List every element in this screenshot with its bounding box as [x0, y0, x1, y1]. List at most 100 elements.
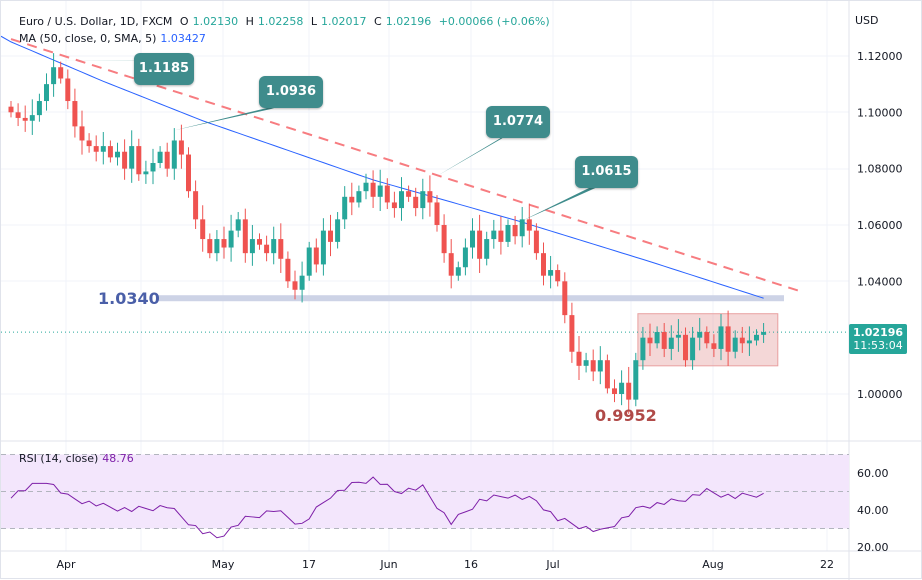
- candle-body: [718, 326, 724, 349]
- callout-high-2: 1.0936: [259, 76, 323, 108]
- candle-body: [448, 253, 454, 276]
- candle-body: [668, 337, 674, 349]
- callout-pointer: [174, 101, 296, 131]
- ma-legend[interactable]: MA (50, close, 0, SMA, 5) 1.03427: [19, 32, 206, 45]
- candle: [178, 124, 184, 169]
- candle-body: [335, 219, 341, 242]
- candle-body: [171, 140, 177, 169]
- candle-body: [8, 106, 14, 113]
- candle-body: [505, 224, 511, 242]
- time-tick: Apr: [56, 558, 76, 571]
- candle: [448, 239, 454, 289]
- callout-pointer: [522, 181, 611, 221]
- price-tick: 1.08000: [857, 163, 903, 176]
- candle: [8, 101, 14, 118]
- candle: [363, 173, 369, 200]
- rsi-tick: 20.00: [857, 541, 889, 554]
- candle: [107, 140, 113, 163]
- candle: [562, 272, 568, 324]
- rsi-legend[interactable]: RSI (14, close) 48.76: [19, 452, 134, 465]
- candle-body: [754, 334, 759, 341]
- rsi-line: [10, 476, 764, 539]
- candle: [86, 133, 92, 153]
- candle-body: [612, 388, 617, 394]
- candle-body: [541, 253, 546, 276]
- candle-body: [739, 337, 745, 344]
- candle: [533, 223, 539, 260]
- time-tick: 22: [820, 558, 834, 571]
- candle-body: [683, 334, 688, 361]
- candle-body: [86, 140, 92, 147]
- candle-body: [22, 117, 28, 121]
- candle-body: [427, 191, 433, 203]
- candle: [58, 61, 64, 84]
- candle: [264, 235, 270, 262]
- candle-body: [136, 146, 142, 175]
- candle-body: [661, 332, 667, 349]
- candle: [292, 270, 298, 300]
- candle-body: [484, 239, 490, 259]
- candle-body: [228, 230, 234, 248]
- candle-body: [675, 334, 681, 338]
- candle: [519, 206, 525, 248]
- time-tick: May: [212, 558, 235, 571]
- candle: [512, 215, 518, 245]
- candle: [477, 214, 483, 273]
- candle: [15, 103, 21, 127]
- time-tick: Aug: [702, 558, 723, 571]
- candle: [455, 261, 461, 281]
- candle-body: [264, 244, 270, 254]
- candle-body: [491, 230, 497, 240]
- candle: [491, 219, 497, 249]
- candle-body: [93, 146, 99, 152]
- candle-body: [107, 146, 113, 158]
- candle: [143, 160, 149, 184]
- candle: [647, 323, 653, 356]
- candle: [342, 186, 348, 229]
- candle-body: [576, 351, 582, 366]
- candle: [320, 218, 326, 276]
- candle-body: [320, 230, 326, 265]
- symbol-title[interactable]: Euro / U.S. Dollar, 1D, FXCM: [19, 15, 173, 28]
- change: +0.00066 (+0.06%): [438, 15, 550, 28]
- currency-label: USD: [855, 14, 879, 27]
- candle-body: [377, 185, 383, 197]
- candle-body: [363, 182, 369, 192]
- candle: [391, 191, 397, 218]
- candle: [150, 148, 156, 185]
- candle-body: [406, 191, 412, 197]
- candle: [640, 326, 646, 370]
- candle: [29, 99, 35, 135]
- candle-body: [44, 84, 49, 102]
- rsi-tick: 40.00: [857, 504, 889, 517]
- candle: [732, 330, 738, 359]
- candle-body: [122, 151, 128, 169]
- price-tick: 1.06000: [857, 219, 903, 232]
- candle: [406, 185, 412, 202]
- candle-body: [356, 191, 362, 203]
- candle: [619, 370, 625, 406]
- candle: [526, 203, 532, 245]
- candle-body: [413, 196, 419, 209]
- candle: [434, 195, 440, 232]
- candle-body: [519, 219, 525, 237]
- candle: [335, 212, 341, 249]
- candle-body: [391, 202, 397, 209]
- candle: [214, 230, 220, 262]
- candle-body: [342, 196, 348, 220]
- candle-body: [186, 154, 191, 192]
- candle: [583, 352, 589, 373]
- candle-body: [569, 315, 575, 352]
- candle-body: [200, 219, 206, 240]
- candle-body: [257, 239, 262, 245]
- candle-body: [604, 360, 610, 389]
- candle: [633, 352, 639, 407]
- candle: [356, 185, 362, 208]
- candle-body: [164, 151, 170, 169]
- candle: [207, 233, 213, 259]
- candle: [484, 231, 490, 266]
- candle-body: [597, 360, 603, 372]
- candle: [306, 241, 312, 281]
- candle-body: [690, 337, 696, 361]
